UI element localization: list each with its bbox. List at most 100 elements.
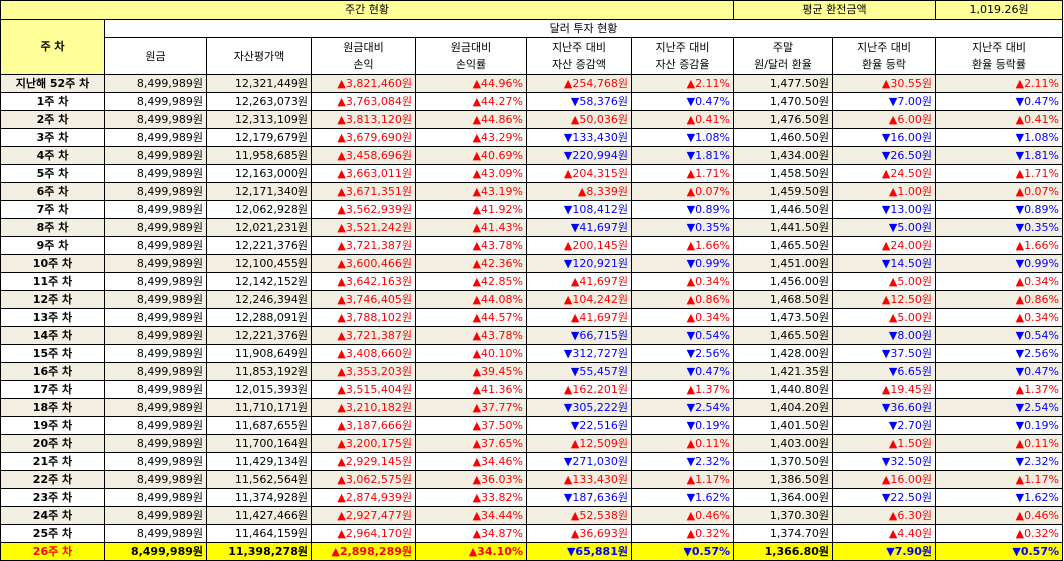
cell-value: 42.85% (481, 274, 523, 288)
cell-plr: ▲34.44% (415, 506, 527, 525)
triangle-up-icon: ▲ (337, 364, 346, 378)
triangle-up-icon: ▲ (686, 472, 696, 486)
cell-rchg: ▲5.00원 (832, 308, 937, 327)
column-header-line: 손익 (353, 58, 374, 71)
triangle-up-icon: ▲ (337, 202, 346, 216)
triangle-down-icon: ▼ (563, 400, 573, 414)
cell-rate: 1,428.00원 (733, 344, 834, 363)
cell-value: 3,788,102원 (345, 310, 412, 324)
cell-principal: 8,499,989원 (104, 380, 207, 399)
cell-rate: 1,386.50원 (733, 470, 834, 489)
triangle-down-icon: ▼ (563, 490, 573, 504)
cell-pl: ▲3,353,203원 (311, 362, 416, 381)
cell-value: 55,457원 (579, 364, 628, 378)
cell-value: 2.56% (695, 346, 731, 360)
triangle-up-icon: ▲ (337, 328, 346, 342)
cell-chgr: ▼0.54% (630, 326, 735, 345)
table-row: 2주 차 8,499,989원 12,313,109원 ▲3,813,120원 ▲44.… (0, 110, 1064, 129)
cell-value: 0.34% (1024, 274, 1060, 288)
cell-chgr: ▲1.37% (630, 380, 735, 399)
cell-rchg: ▼13.00원 (832, 200, 937, 219)
section-title: 달러 투자 현황 (103, 19, 1064, 38)
triangle-up-icon: ▲ (337, 346, 346, 360)
cell-rchg: ▲1.50원 (832, 434, 937, 453)
cell-chg: ▼41,697원 (526, 218, 632, 237)
column-header: 주말 원/달러 환율 (733, 37, 834, 75)
triangle-down-icon: ▼ (686, 400, 696, 414)
cell-chgr: ▼2.32% (630, 452, 735, 471)
cell-chg: ▲52,538원 (526, 506, 632, 525)
cell-rchg: ▼37.50원 (832, 344, 937, 363)
cell-value: 13.00원 (890, 202, 933, 216)
cell-rate: 1,401.50원 (733, 416, 834, 435)
cell-chg: ▲41,697원 (526, 272, 632, 291)
triangle-up-icon: ▲ (472, 508, 482, 522)
cell-value: 5.00원 (897, 274, 933, 288)
cell-plr: ▲36.03% (415, 470, 527, 489)
triangle-up-icon: ▲ (1015, 274, 1025, 288)
triangle-up-icon: ▲ (888, 526, 898, 540)
cell-asset: 11,700,164원 (206, 434, 312, 453)
cell-value: 1.50원 (897, 436, 933, 450)
triangle-up-icon: ▲ (888, 184, 898, 198)
cell-value: 52,538원 (579, 508, 628, 522)
triangle-up-icon: ▲ (570, 310, 580, 324)
cell-value: 39.45% (481, 364, 523, 378)
cell-value: 0.19% (695, 418, 731, 432)
cell-chgr: ▼1.08% (630, 128, 735, 147)
week-label: 18주 차 (0, 398, 105, 417)
cell-rchgr: ▼0.89% (935, 200, 1064, 219)
triangle-up-icon: ▲ (881, 238, 891, 252)
triangle-up-icon: ▲ (1015, 436, 1025, 450)
cell-value: 6.00원 (897, 112, 933, 126)
cell-value: 36,693원 (579, 526, 628, 540)
cell-plr: ▲39.45% (415, 362, 527, 381)
cell-value: 312,727원 (572, 346, 628, 360)
triangle-up-icon: ▲ (472, 256, 482, 270)
cell-value: 1.62% (695, 490, 731, 504)
week-label: 1주 차 (0, 92, 105, 111)
cell-chg: ▼187,636원 (526, 488, 632, 507)
cell-value: 3,813,120원 (345, 112, 412, 126)
cell-principal: 8,499,989원 (104, 272, 207, 291)
cell-value: 1.08% (695, 130, 731, 144)
table-row: 17주 차 8,499,989원 12,015,393원 ▲3,515,404원 ▲41… (0, 380, 1064, 399)
triangle-up-icon: ▲ (1015, 508, 1025, 522)
cell-principal: 8,499,989원 (104, 290, 207, 309)
cell-value: 44.57% (481, 310, 523, 324)
cell-value: 5.00원 (897, 310, 933, 324)
cell-value: 0.34% (1024, 310, 1060, 324)
cell-rchg: ▲4.40원 (832, 524, 937, 543)
column-header: 지난주 대비 자산 증감액 (526, 37, 632, 75)
cell-plr: ▲40.10% (415, 344, 527, 363)
triangle-down-icon: ▼ (1012, 544, 1021, 558)
cell-value: 0.41% (695, 112, 731, 126)
triangle-up-icon: ▲ (472, 436, 482, 450)
cell-principal: 8,499,989원 (104, 344, 207, 363)
cell-principal: 8,499,989원 (104, 362, 207, 381)
table-row: 7주 차 8,499,989원 12,062,928원 ▲3,562,939원 ▲41.… (0, 200, 1064, 219)
cell-principal: 8,499,989원 (104, 326, 207, 345)
cell-value: 2,898,289원 (339, 544, 412, 558)
cell-chg: ▼220,994원 (526, 146, 632, 165)
cell-value: 66,715원 (579, 328, 628, 342)
triangle-down-icon: ▼ (683, 544, 692, 558)
column-header-line: 지난주 대비 (971, 41, 1027, 54)
cell-value: 0.99% (1024, 256, 1060, 270)
triangle-down-icon: ▼ (886, 544, 895, 558)
column-header: 원금 (104, 37, 207, 75)
cell-value: 204,315원 (572, 166, 628, 180)
triangle-up-icon: ▲ (686, 274, 696, 288)
cell-value: 3,458,696원 (345, 148, 412, 162)
table-row: 20주 차 8,499,989원 11,700,164원 ▲3,200,175원 ▲37… (0, 434, 1064, 453)
column-header-line: 자산 증감액 (551, 58, 607, 71)
cell-value: 3,763,084원 (345, 94, 412, 108)
cell-rchgr: ▲0.11% (935, 434, 1064, 453)
table-row: 18주 차 8,499,989원 11,710,171원 ▲3,210,182원 ▲37… (0, 398, 1064, 417)
triangle-up-icon: ▲ (472, 310, 482, 324)
column-header-line: 손익률 (455, 58, 487, 71)
triangle-down-icon: ▼ (888, 418, 898, 432)
triangle-down-icon: ▼ (888, 364, 898, 378)
cell-rate: 1,403.00원 (733, 434, 834, 453)
triangle-up-icon: ▲ (337, 184, 346, 198)
